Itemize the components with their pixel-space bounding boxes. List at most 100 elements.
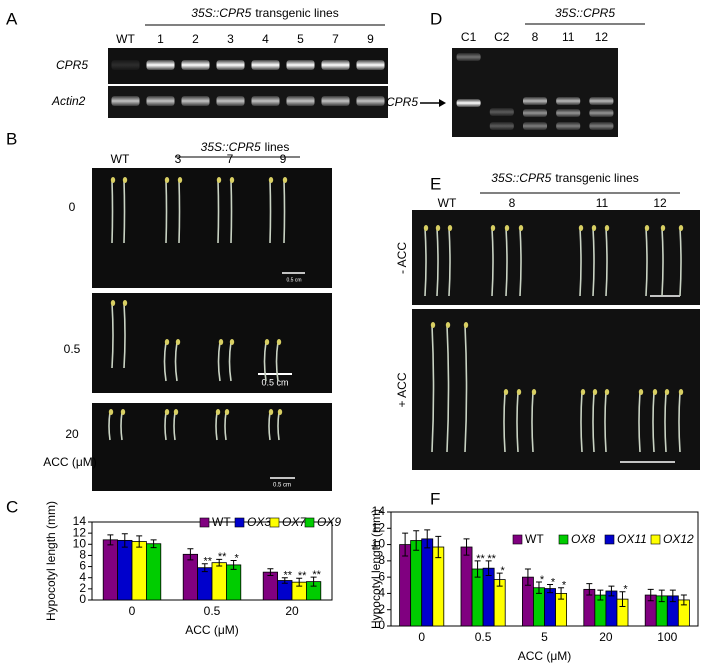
y-tick-label: 0: [79, 592, 86, 606]
legend-swatch: [304, 517, 315, 528]
cotyledon: [276, 339, 282, 345]
gel-band: [556, 122, 581, 130]
row-label: 20: [65, 427, 79, 441]
gel-band: [286, 96, 315, 106]
significance: *: [562, 580, 567, 592]
lane-label: C2: [494, 30, 510, 44]
bar: [182, 553, 198, 601]
scale-label: 0.5 cm: [273, 483, 291, 489]
gel-band: [146, 96, 175, 106]
cotyledon: [604, 225, 610, 231]
panel-label: F: [430, 489, 440, 508]
cotyledon: [445, 322, 451, 328]
seedling: [275, 341, 279, 382]
error-bar: [524, 568, 531, 586]
seedling: [283, 179, 286, 244]
lane-label: 8: [509, 196, 516, 210]
bar: [460, 546, 473, 627]
legend-swatch: [512, 534, 523, 545]
cotyledon: [268, 409, 274, 415]
seedling: [580, 391, 583, 453]
y-tick-label: 14: [372, 504, 386, 518]
cotyledon: [122, 177, 128, 183]
error-bar: [413, 530, 420, 551]
seedling: [228, 341, 232, 382]
cotyledon: [164, 177, 170, 183]
error-bar: [647, 588, 654, 602]
cotyledon: [282, 177, 288, 183]
gel-band: [589, 109, 614, 117]
seedling: [163, 341, 167, 382]
error-bar: [121, 533, 128, 548]
error-bar: [201, 563, 208, 573]
band-label: CPR5: [386, 95, 418, 109]
bar: [262, 571, 279, 601]
seedling: [592, 391, 595, 453]
x-tick-label: 0: [418, 630, 425, 644]
lane-label: WT: [116, 32, 135, 46]
seedling: [165, 179, 168, 244]
significance: *: [234, 552, 239, 564]
seedling: [505, 227, 508, 297]
significance: **: [476, 553, 485, 565]
error-bar: [547, 583, 554, 594]
error-bar: [597, 589, 604, 601]
cotyledon: [216, 177, 222, 183]
gel-band: [321, 96, 350, 106]
panel-label: E: [430, 174, 441, 193]
lane-label: WT: [111, 152, 130, 166]
lane-label: 12: [653, 196, 667, 210]
x-tick-label: 100: [657, 630, 677, 644]
header: 35S::CPR5 transgenic lines: [191, 6, 338, 20]
cotyledon: [229, 339, 235, 345]
gel-band: [181, 60, 210, 70]
bar: [145, 543, 162, 601]
bar: [225, 564, 242, 601]
lane-label: 7: [227, 152, 234, 166]
legend-swatch: [650, 534, 661, 545]
significance: *: [551, 576, 556, 588]
error-bar: [281, 577, 288, 584]
gel-band: [489, 108, 514, 116]
cotyledon: [660, 225, 666, 231]
lane-label: 3: [227, 32, 234, 46]
error-bar: [669, 589, 676, 603]
bar: [421, 538, 434, 627]
gel-band: [111, 60, 140, 70]
header-suffix: lines: [265, 140, 290, 154]
y-tick-label: 10: [73, 536, 87, 550]
bar: [197, 567, 213, 601]
header: 35S::CPR5 lines: [201, 140, 290, 154]
cotyledon: [277, 409, 283, 415]
cotyledon: [122, 300, 128, 306]
header: 35S::CPR5 transgenic lines: [491, 171, 638, 185]
seedling: [123, 179, 126, 244]
seedling: [592, 227, 595, 297]
cotyledon: [678, 389, 684, 395]
construct: 35S::CPR5: [201, 140, 261, 154]
seedling: [263, 341, 267, 382]
x-tick-label: 5: [541, 630, 548, 644]
legend-label: WT: [212, 515, 231, 529]
photo: [412, 210, 700, 305]
gel-band: [589, 122, 614, 130]
seedling: [178, 179, 181, 244]
gel-band: [356, 60, 385, 70]
cotyledon: [518, 225, 524, 231]
cotyledon: [268, 177, 274, 183]
seedling: [664, 391, 667, 453]
significance: **: [487, 553, 496, 565]
seedling: [269, 179, 272, 244]
error-bar: [496, 572, 503, 587]
cotyledon: [264, 339, 270, 345]
lane-label: 11: [562, 30, 575, 44]
cotyledon: [164, 339, 170, 345]
bar: [117, 539, 133, 601]
seedling: [174, 341, 178, 382]
cotyledon: [164, 409, 170, 415]
gel-band: [456, 53, 481, 61]
y-tick-label: 8: [79, 548, 86, 562]
row-label: 0: [69, 200, 76, 214]
x-axis-label: ACC (μM): [518, 649, 572, 663]
error-bar: [150, 539, 157, 549]
